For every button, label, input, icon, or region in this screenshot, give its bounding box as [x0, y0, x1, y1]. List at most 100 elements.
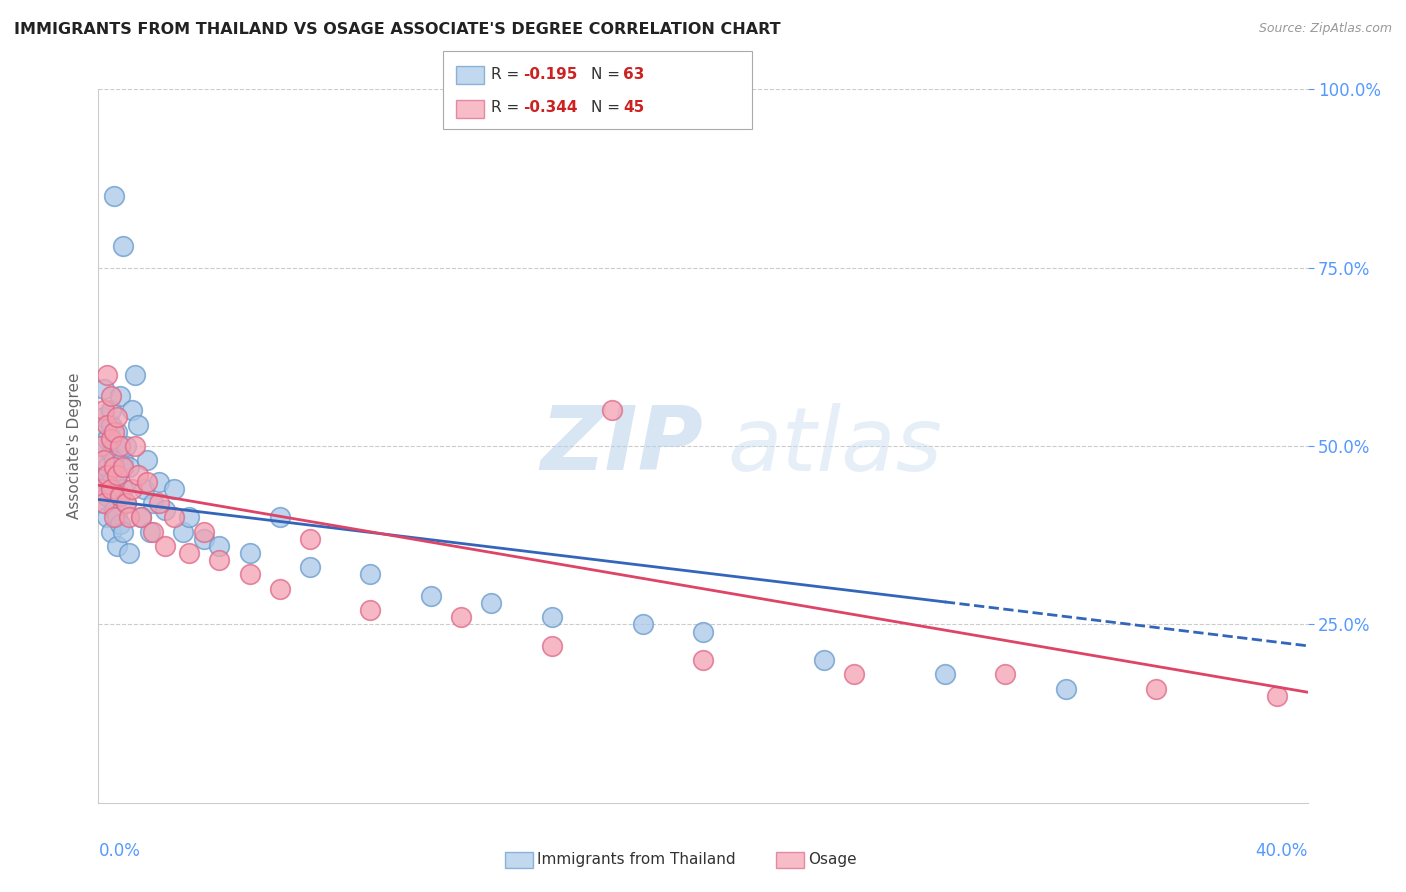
Point [631, 617, 654, 632]
Point [96, 489, 118, 503]
Point [1144, 681, 1167, 696]
Point [105, 467, 128, 482]
Text: atlas: atlas [727, 403, 942, 489]
Point [269, 510, 291, 524]
Point [142, 524, 165, 539]
Point [96, 460, 118, 475]
Point [114, 496, 136, 510]
Point [129, 510, 152, 524]
Text: Source: ZipAtlas.com: Source: ZipAtlas.com [1258, 22, 1392, 36]
Point [193, 532, 215, 546]
Point [103, 482, 125, 496]
Text: R =: R = [491, 67, 524, 81]
Text: 45: 45 [623, 101, 644, 115]
Point [179, 546, 201, 560]
Point [111, 453, 134, 467]
Point [96, 368, 118, 382]
Point [1054, 681, 1077, 696]
Point [93, 453, 115, 467]
Point [153, 539, 176, 553]
Point [93, 496, 115, 510]
Text: N =: N = [591, 67, 624, 81]
Point [239, 546, 262, 560]
Point [108, 517, 131, 532]
Point [163, 510, 186, 524]
Point [96, 475, 118, 489]
Point [96, 467, 118, 482]
Point [148, 496, 170, 510]
Point [105, 410, 128, 425]
Point [90, 482, 112, 496]
Point [111, 482, 134, 496]
Point [114, 496, 136, 510]
Text: R =: R = [491, 101, 524, 115]
Point [90, 439, 112, 453]
Point [121, 403, 143, 417]
Point [135, 453, 157, 467]
Point [100, 524, 122, 539]
Point [124, 439, 146, 453]
Point [100, 417, 122, 432]
Point [540, 610, 562, 624]
Point [127, 467, 149, 482]
Point [121, 482, 143, 496]
Point [193, 524, 215, 539]
Point [93, 439, 115, 453]
Point [139, 524, 162, 539]
Point [105, 510, 128, 524]
Point [692, 653, 714, 667]
Point [450, 610, 472, 624]
Point [105, 467, 128, 482]
Point [90, 453, 112, 467]
Point [135, 475, 157, 489]
Point [93, 403, 115, 417]
Point [96, 417, 118, 432]
Point [360, 603, 382, 617]
Text: 40.0%: 40.0% [1256, 842, 1308, 860]
Point [299, 532, 322, 546]
Point [100, 432, 122, 446]
Point [114, 439, 136, 453]
Point [179, 510, 201, 524]
Point [118, 460, 141, 475]
Point [93, 467, 115, 482]
Point [153, 503, 176, 517]
Text: 0.0%: 0.0% [98, 842, 141, 860]
Text: IMMIGRANTS FROM THAILAND VS OSAGE ASSOCIATE'S DEGREE CORRELATION CHART: IMMIGRANTS FROM THAILAND VS OSAGE ASSOCI… [14, 22, 780, 37]
Point [103, 460, 125, 475]
Point [127, 417, 149, 432]
Point [269, 582, 291, 596]
Text: Immigrants from Thailand: Immigrants from Thailand [537, 853, 735, 867]
Point [129, 510, 152, 524]
Point [163, 482, 186, 496]
Point [103, 189, 125, 203]
Point [100, 389, 122, 403]
Point [172, 524, 194, 539]
Point [118, 510, 141, 524]
Point [96, 432, 118, 446]
Point [105, 539, 128, 553]
Point [100, 482, 122, 496]
Point [100, 446, 122, 460]
Point [142, 496, 165, 510]
Point [96, 510, 118, 524]
Point [93, 410, 115, 425]
Point [103, 503, 125, 517]
Point [602, 403, 624, 417]
Text: ZIP: ZIP [540, 402, 703, 490]
Text: -0.344: -0.344 [523, 101, 578, 115]
Point [108, 439, 131, 453]
Point [360, 567, 382, 582]
Point [103, 439, 125, 453]
Point [692, 624, 714, 639]
Point [103, 510, 125, 524]
Text: -0.195: -0.195 [523, 67, 578, 81]
Point [111, 239, 134, 253]
Point [90, 482, 112, 496]
Point [108, 389, 131, 403]
Text: Osage: Osage [808, 853, 858, 867]
Point [239, 567, 262, 582]
Point [103, 453, 125, 467]
Point [132, 482, 155, 496]
Point [108, 489, 131, 503]
